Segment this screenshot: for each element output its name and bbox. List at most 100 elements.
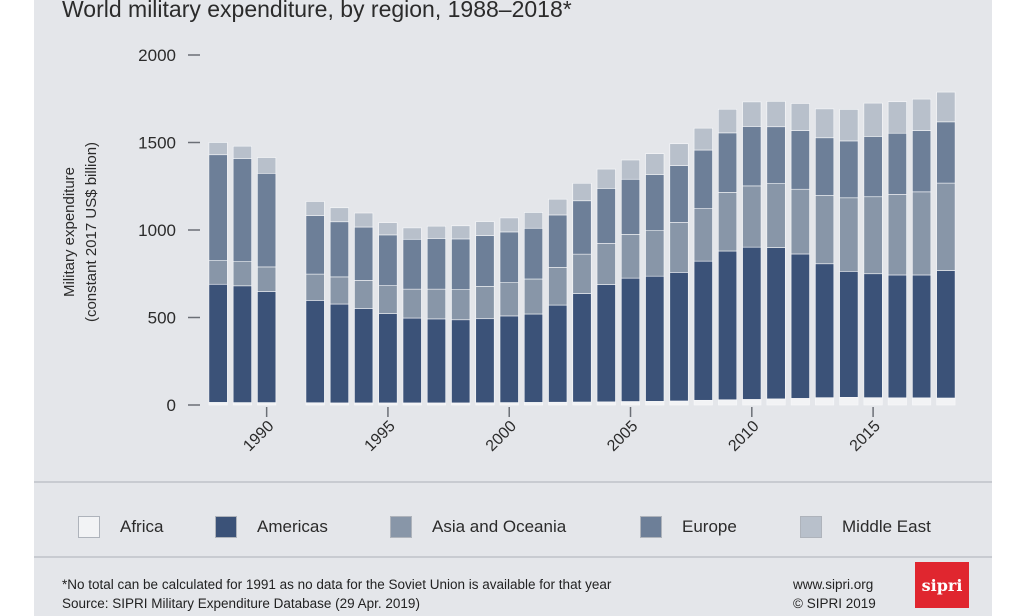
- bar-segment-middle-east: [354, 212, 374, 228]
- bar-segment-americas: [232, 285, 252, 403]
- bar-segment-africa: [208, 402, 228, 406]
- bar-segment-africa: [790, 398, 810, 406]
- bar-segment-asia-and-oceania: [305, 273, 325, 301]
- bar-segment-europe: [815, 137, 835, 196]
- copyright-text: © SIPRI 2019: [793, 596, 876, 611]
- bar-segment-middle-east: [451, 225, 471, 240]
- y-axis-label: Military expenditure: [61, 167, 78, 297]
- bar-segment-asia-and-oceania: [232, 261, 252, 287]
- legend-label-europe: Europe: [682, 517, 737, 536]
- x-tick-label: 2005: [604, 418, 641, 455]
- bar-segment-americas: [548, 304, 568, 403]
- bar-segment-americas: [305, 300, 325, 404]
- bar-segment-asia-and-oceania: [693, 208, 713, 262]
- bar-segment-africa: [523, 402, 544, 406]
- bar-segment-europe: [742, 126, 762, 187]
- bar-segment-europe: [669, 165, 689, 223]
- bar-segment-africa: [693, 399, 713, 406]
- legend-swatch-asia-oceania: [390, 516, 412, 538]
- bar-segment-africa: [305, 402, 325, 406]
- bar-segment-asia-and-oceania: [645, 230, 665, 277]
- bar-segment-africa: [596, 401, 616, 406]
- bar-segment-europe: [257, 173, 277, 268]
- x-tick-label: 2010: [725, 418, 762, 455]
- bar-segment-asia-and-oceania: [523, 278, 544, 315]
- bar-segment-europe: [499, 231, 519, 283]
- bar-segment-europe: [718, 132, 738, 193]
- chart-title: World military expenditure, by region, 1…: [62, 0, 572, 22]
- bar-segment-europe: [402, 238, 422, 290]
- bar-segment-africa: [426, 402, 446, 406]
- bar-segment-americas: [523, 313, 544, 403]
- bar-segment-asia-and-oceania: [354, 280, 374, 309]
- y-tick-label: 1000: [138, 221, 176, 240]
- bar-segment-europe: [451, 238, 471, 290]
- legend-label-asia-oceania: Asia and Oceania: [432, 517, 567, 536]
- bar-segment-americas: [936, 270, 956, 399]
- bar-segment-europe: [620, 178, 641, 235]
- legend-swatch-europe: [640, 516, 662, 538]
- bar-segment-americas: [354, 308, 374, 404]
- bar-segment-middle-east: [936, 91, 956, 123]
- bar-segment-middle-east: [378, 222, 398, 236]
- bar-segment-middle-east: [815, 108, 835, 139]
- bar-segment-africa: [451, 402, 471, 406]
- bar-segment-europe: [475, 235, 495, 287]
- bar-segment-middle-east: [305, 201, 325, 216]
- y-tick-label: 500: [148, 309, 176, 328]
- bar-segment-europe: [208, 154, 228, 261]
- bar-segment-europe: [426, 238, 446, 290]
- bar-segment-middle-east: [426, 225, 446, 239]
- legend-label-americas: Americas: [257, 517, 328, 536]
- bar-segment-asia-and-oceania: [669, 222, 689, 273]
- bar-segment-europe: [523, 227, 544, 280]
- legend-divider-top: [34, 481, 992, 483]
- bar-segment-middle-east: [839, 109, 859, 142]
- bar-segment-middle-east: [790, 103, 810, 131]
- bar-segment-africa: [766, 398, 786, 406]
- x-tick-label: 1995: [362, 418, 399, 455]
- bar-segment-asia-and-oceania: [887, 194, 907, 276]
- bar-segment-europe: [839, 140, 859, 199]
- x-tick-label: 2000: [483, 418, 520, 455]
- bar-segment-middle-east: [863, 102, 883, 137]
- bar-segment-asia-and-oceania: [257, 266, 277, 292]
- bar-segment-africa: [669, 400, 689, 406]
- bar-segment-africa: [742, 399, 762, 406]
- bar-segment-americas: [669, 272, 689, 402]
- legend-label-africa: Africa: [120, 517, 164, 536]
- bar-segment-middle-east: [329, 207, 349, 223]
- bar-segment-africa: [499, 402, 519, 406]
- bar-segment-americas: [378, 313, 398, 404]
- bar-segment-asia-and-oceania: [402, 288, 422, 319]
- bar-segment-asia-and-oceania: [329, 276, 349, 305]
- bar-segment-europe: [645, 174, 665, 231]
- bar-segment-africa: [354, 402, 374, 406]
- bar-segment-africa: [887, 397, 907, 406]
- bar-segment-europe: [572, 200, 592, 255]
- bar-segment-europe: [766, 126, 786, 184]
- bar-segment-asia-and-oceania: [912, 191, 932, 276]
- y-axis-label: (constant 2017 US$ billion): [83, 142, 100, 322]
- bar-segment-americas: [815, 263, 835, 398]
- bar-segment-europe: [378, 234, 398, 286]
- bar-segment-asia-and-oceania: [936, 182, 956, 271]
- bar-segment-europe: [863, 136, 883, 198]
- bar-segment-americas: [426, 318, 446, 404]
- x-tick-label: 2015: [847, 418, 884, 455]
- bar-segment-europe: [887, 132, 907, 195]
- bar-segment-europe: [232, 158, 252, 262]
- bar-segment-americas: [645, 275, 665, 402]
- bar-segment-asia-and-oceania: [596, 243, 616, 285]
- bar-segment-africa: [475, 402, 495, 406]
- bar-segment-americas: [620, 277, 641, 402]
- bar-segment-americas: [742, 246, 762, 400]
- bar-segment-middle-east: [742, 101, 762, 127]
- bar-segment-asia-and-oceania: [572, 253, 592, 294]
- bar-segment-middle-east: [620, 159, 641, 180]
- bar-segment-asia-and-oceania: [815, 195, 835, 265]
- bar-segment-europe: [548, 214, 568, 268]
- sipri-website-link[interactable]: www.sipri.org: [793, 577, 874, 592]
- bar-segment-middle-east: [208, 142, 228, 156]
